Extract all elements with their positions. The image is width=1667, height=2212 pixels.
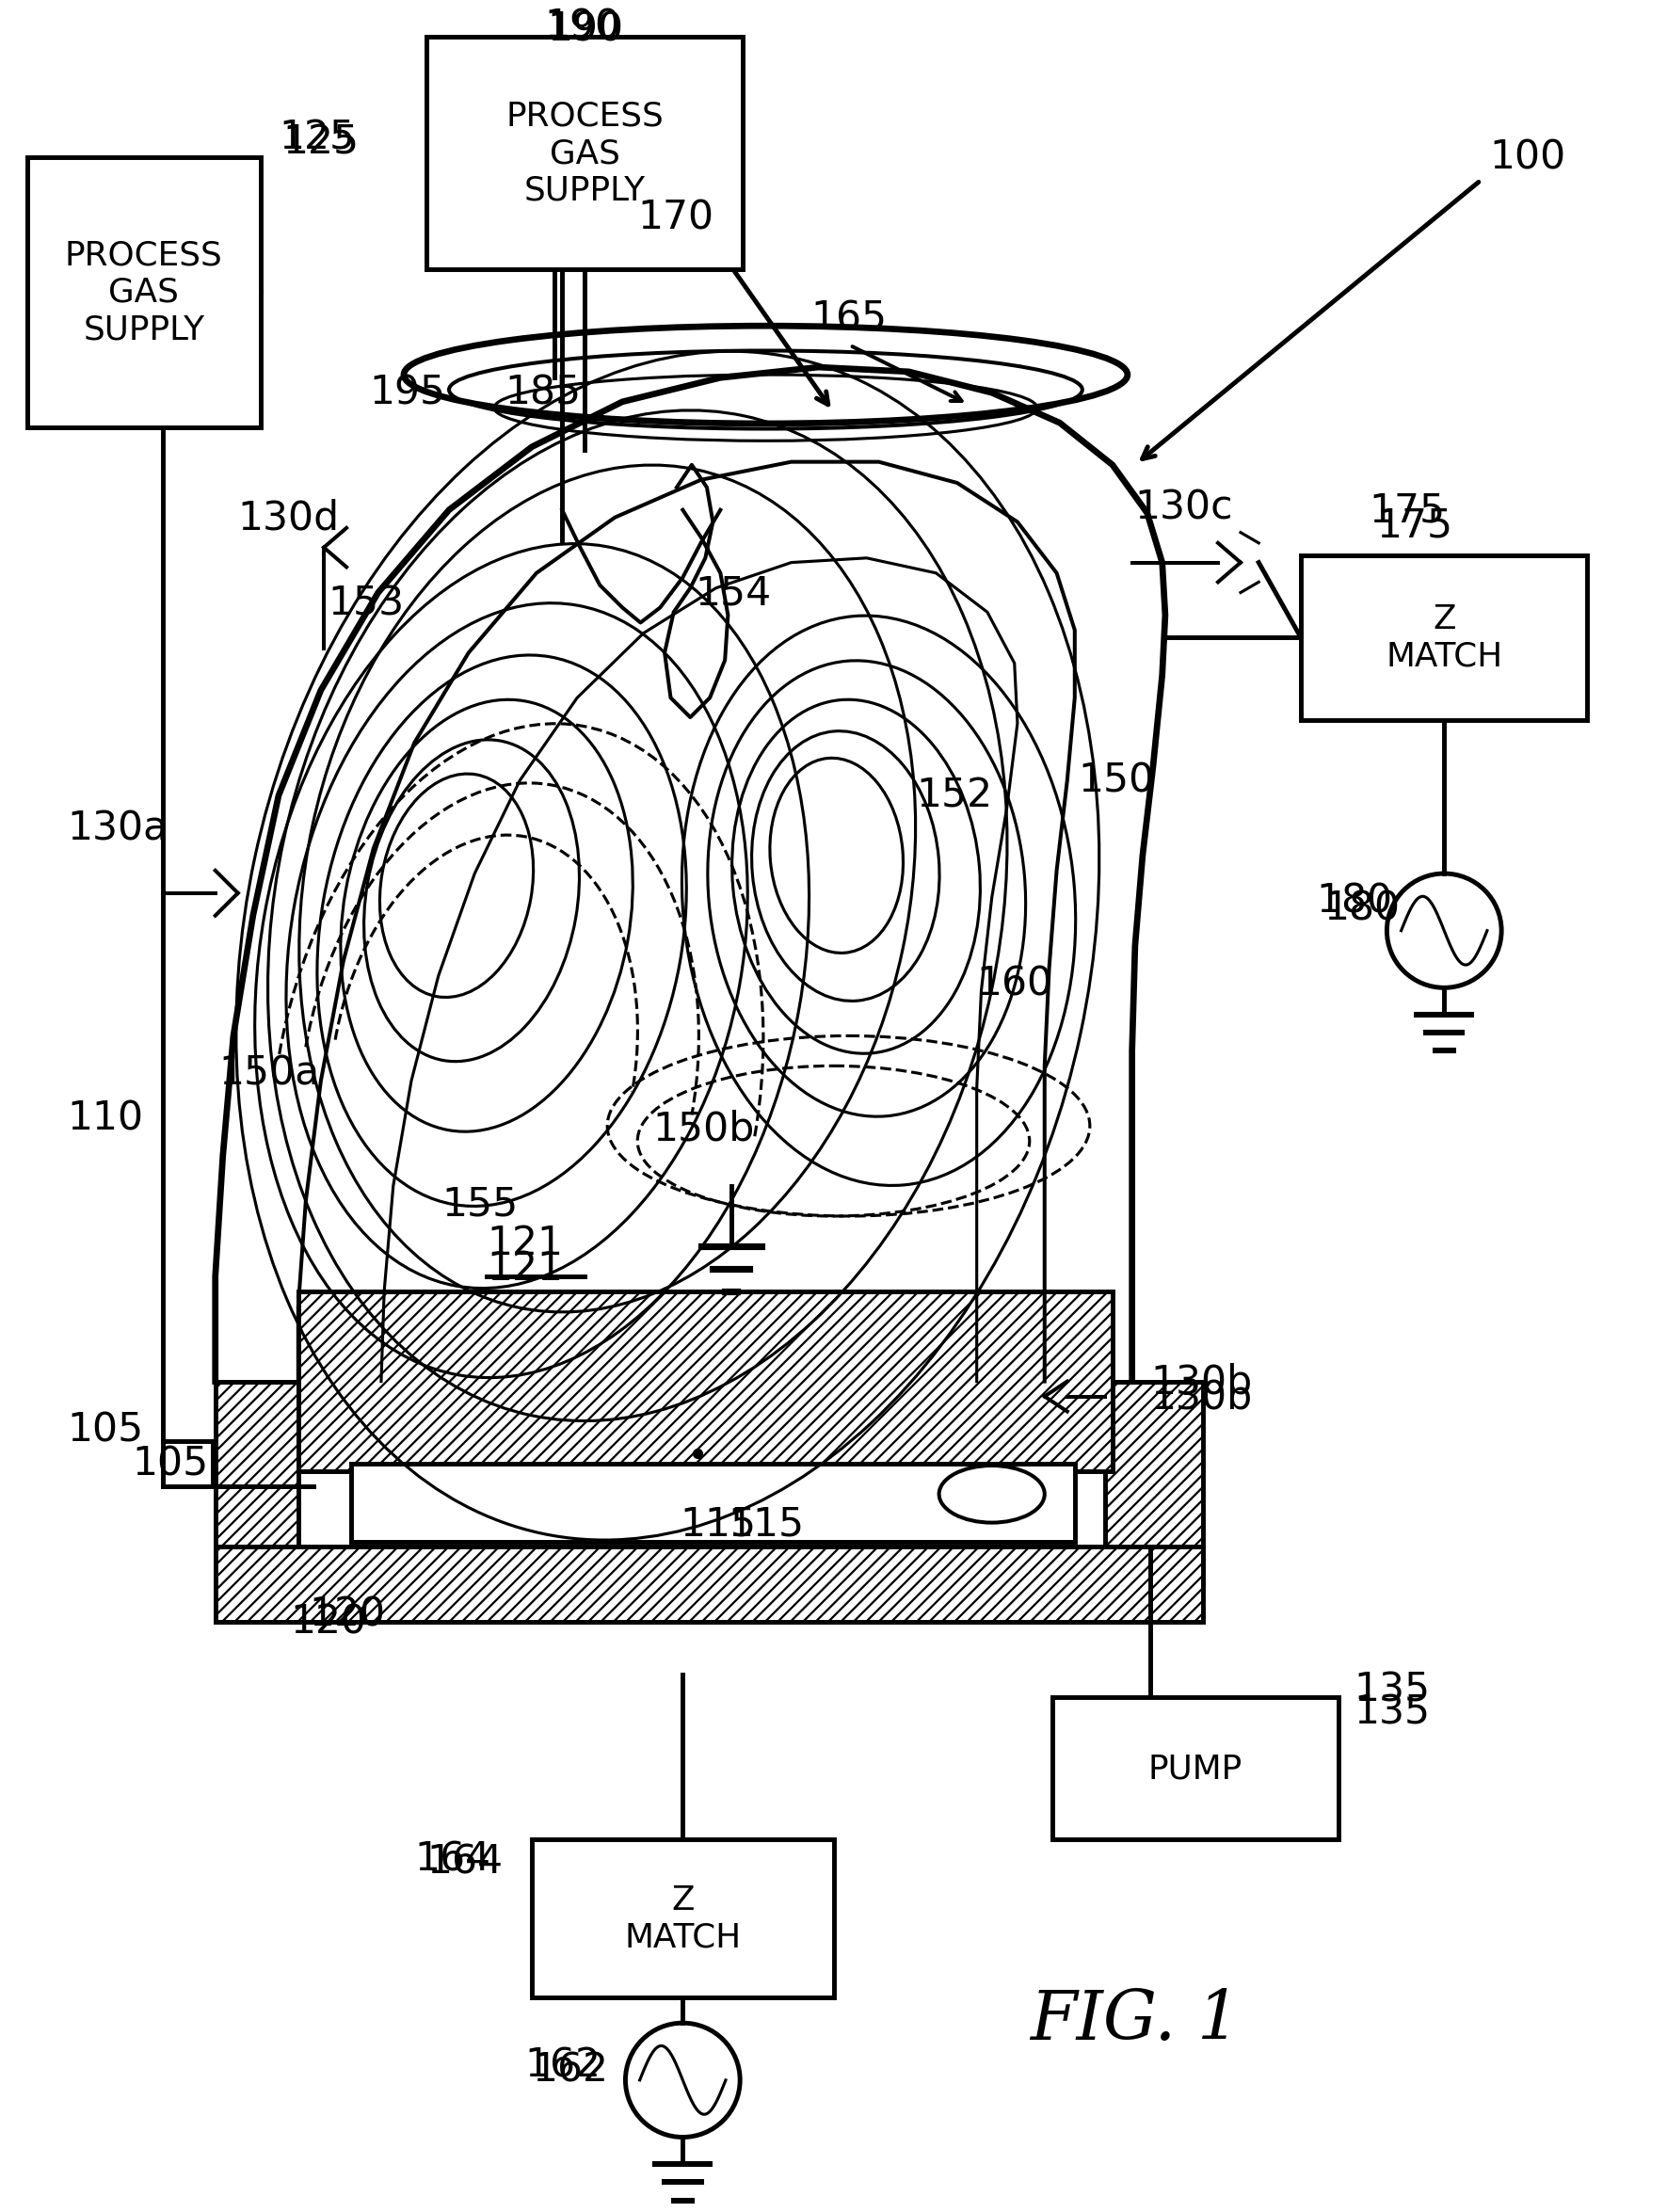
Text: 185: 185 [505,374,582,414]
Bar [27,157,260,427]
Text: 135: 135 [1354,1670,1430,1710]
Text: FIG. 1: FIG. 1 [1030,1986,1240,2053]
Text: 164: 164 [427,1843,503,1882]
Text: 121: 121 [487,1223,563,1263]
Bar [1105,1382,1204,1584]
Text: 152: 152 [917,776,994,816]
Text: 180: 180 [1315,880,1392,920]
Bar [1105,1382,1204,1584]
Text: 135: 135 [1354,1692,1430,1732]
Text: Z
MATCH: Z MATCH [625,1885,742,1953]
Text: 130a: 130a [68,810,168,849]
Text: 154: 154 [695,573,772,613]
Ellipse shape [939,1467,1045,1522]
Bar [532,1840,834,1997]
Bar [427,38,743,270]
Text: PROCESS
GAS
SUPPLY: PROCESS GAS SUPPLY [65,239,223,345]
Bar [215,1382,298,1584]
Text: 150b: 150b [652,1110,755,1148]
Bar [215,1546,1204,1621]
Text: PROCESS
GAS
SUPPLY: PROCESS GAS SUPPLY [505,100,663,206]
Text: 150a: 150a [218,1053,320,1093]
Text: 130d: 130d [238,498,340,538]
Text: PUMP: PUMP [1149,1752,1242,1785]
Text: 110: 110 [68,1099,143,1139]
Text: 170: 170 [637,197,713,237]
Text: 165: 165 [810,299,887,338]
Text: 175: 175 [1369,491,1445,531]
Text: 153: 153 [328,584,405,624]
Text: 125: 125 [278,117,355,157]
Text: 120: 120 [290,1601,367,1641]
Bar [215,1546,1204,1621]
Bar [1300,555,1587,721]
Bar [352,1464,1075,1542]
Text: 190: 190 [547,9,623,49]
Text: 130b: 130b [1150,1363,1252,1402]
Text: 150: 150 [1079,761,1154,801]
Text: 195: 195 [368,374,445,414]
Text: Z
MATCH: Z MATCH [1385,604,1502,672]
Bar [298,1292,1112,1471]
Text: 175: 175 [1377,507,1452,544]
Text: 130b: 130b [1150,1376,1252,1416]
Text: 125: 125 [283,122,360,161]
Text: 180: 180 [1324,889,1400,929]
Bar [298,1292,1112,1471]
Text: 130c: 130c [1135,487,1234,526]
Text: 155: 155 [442,1186,518,1223]
Text: 160: 160 [977,964,1054,1004]
Text: 162: 162 [532,2051,608,2090]
Bar [298,1292,1112,1555]
Text: 120: 120 [308,1595,385,1635]
Bar [215,1382,298,1584]
Text: 105: 105 [68,1409,143,1449]
Text: 121: 121 [487,1250,563,1290]
Text: 115: 115 [680,1504,757,1544]
Text: 190: 190 [543,7,620,46]
Text: 105: 105 [132,1444,208,1484]
Text: 164: 164 [415,1840,490,1878]
Text: 162: 162 [525,2046,600,2086]
Bar [1052,1697,1339,1840]
Text: 115: 115 [728,1504,803,1544]
Text: 100: 100 [1489,137,1565,177]
